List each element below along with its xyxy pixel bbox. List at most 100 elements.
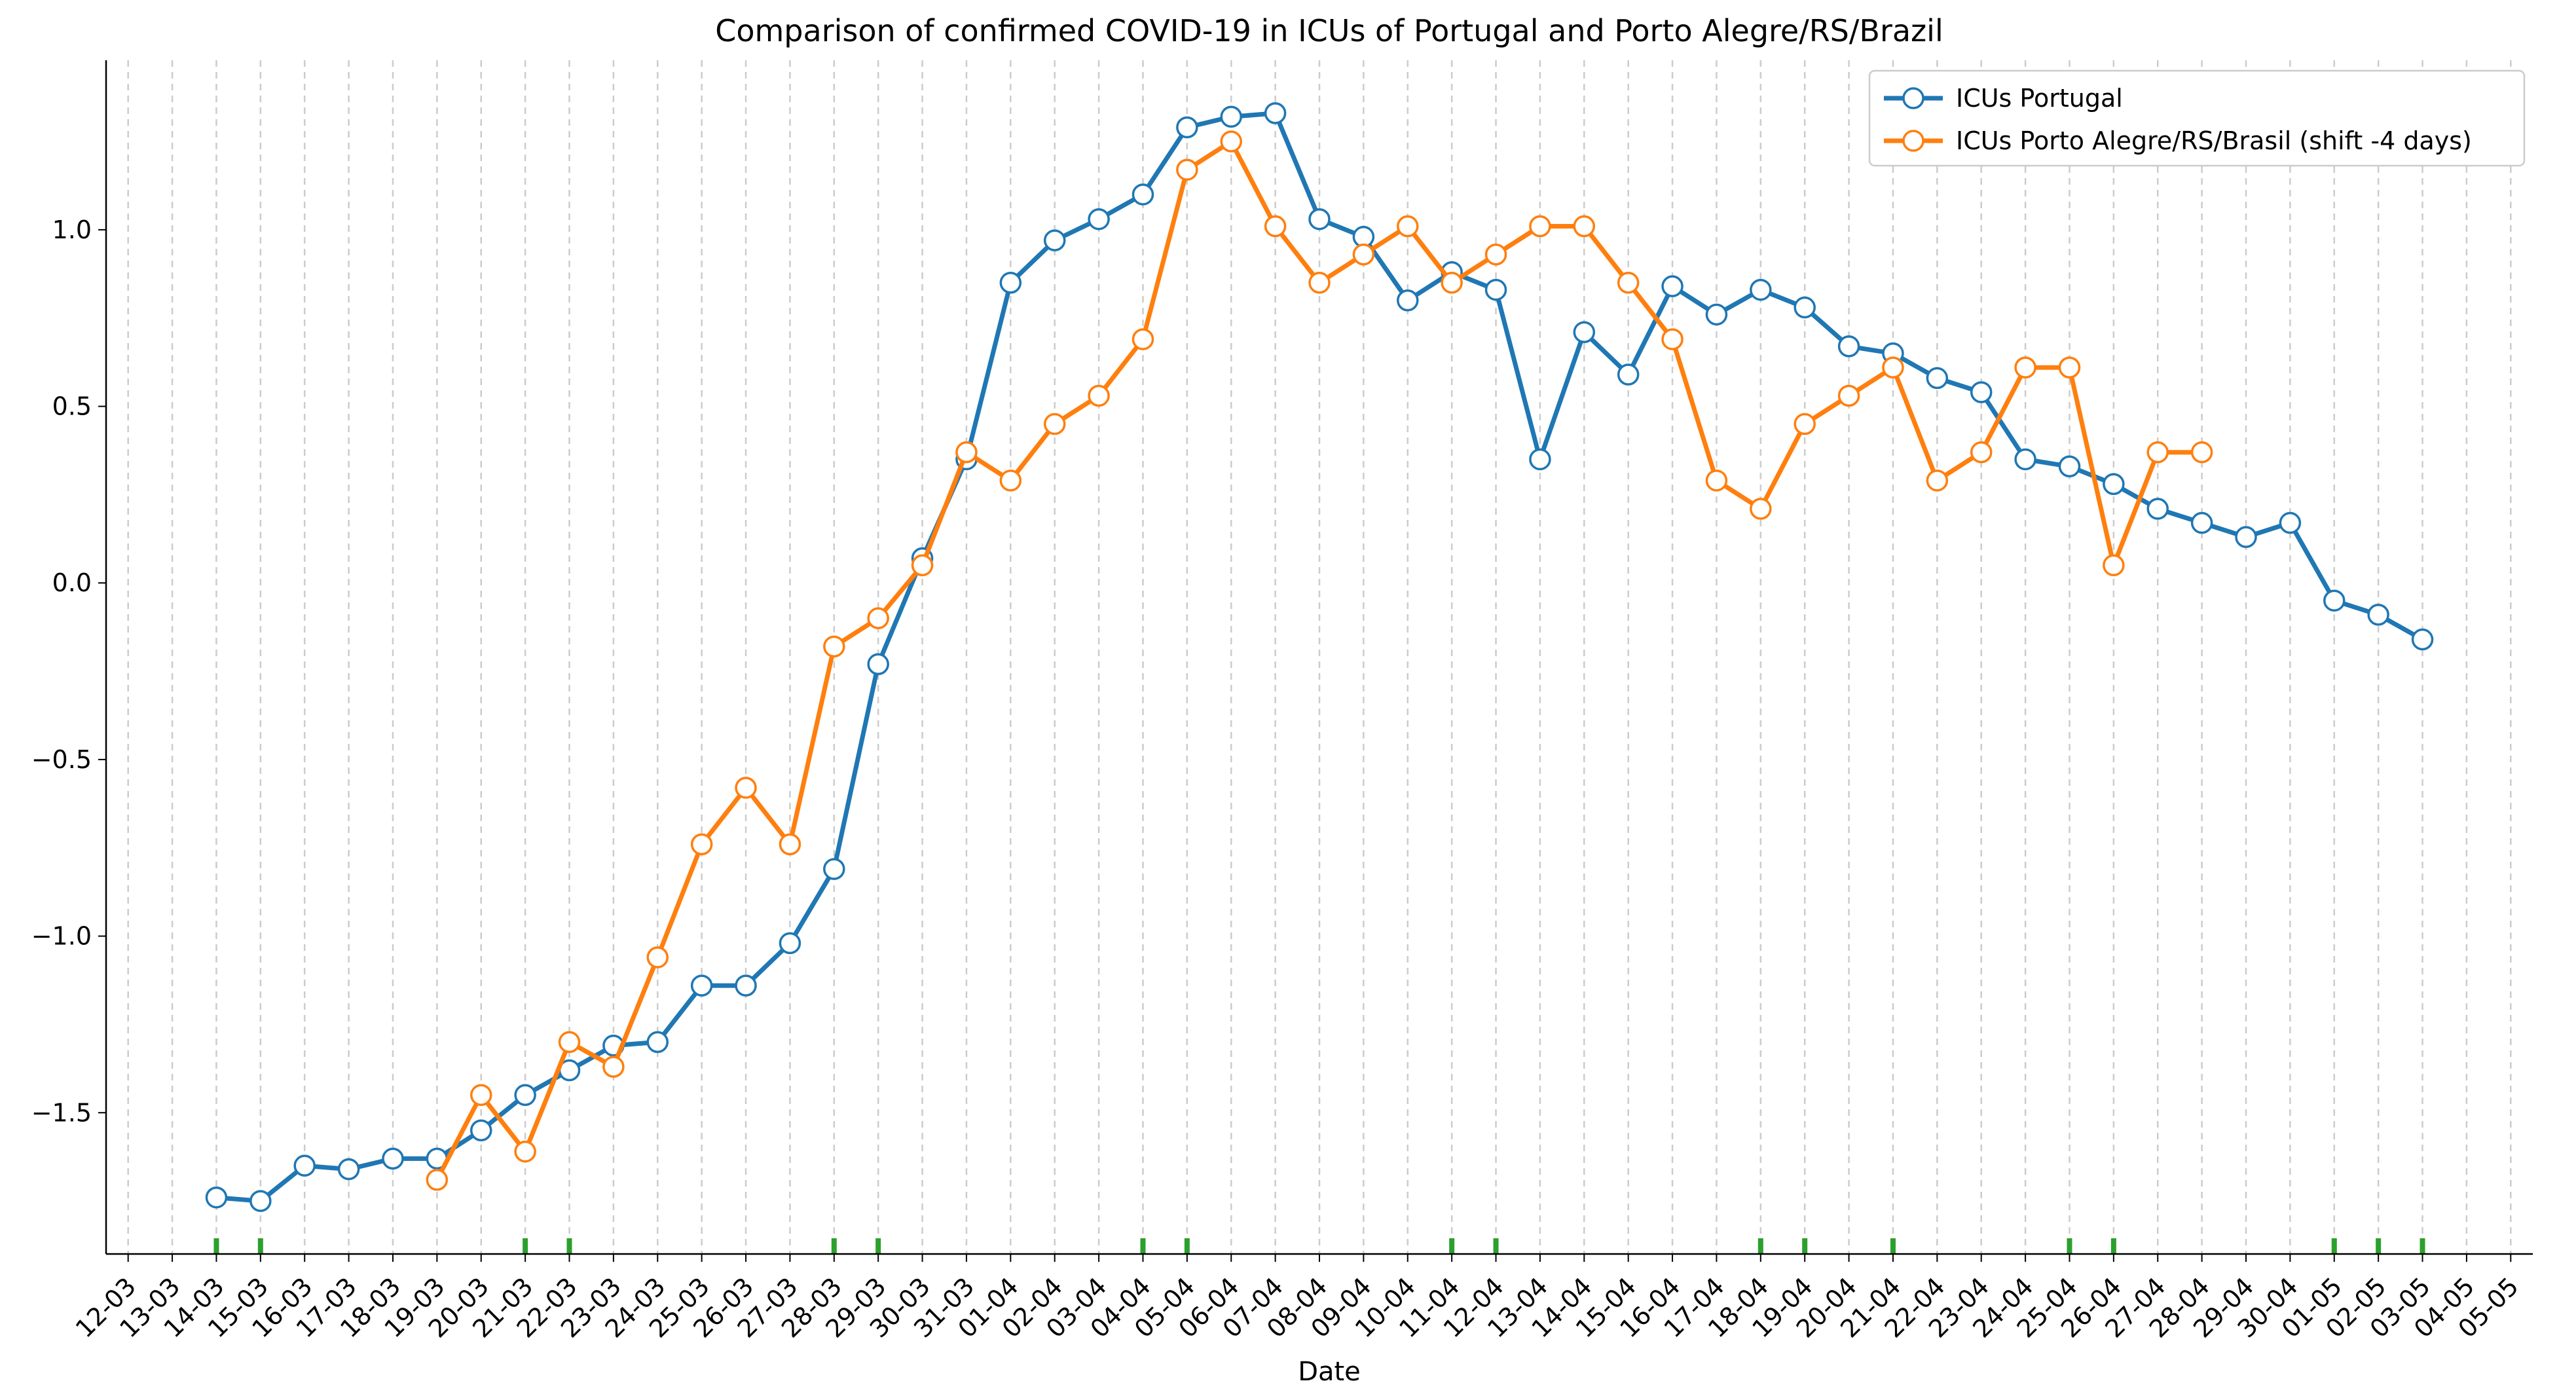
data-point xyxy=(1882,356,1904,378)
data-point xyxy=(1573,321,1596,344)
chart-title: Comparison of confirmed COVID-19 in ICUs… xyxy=(715,13,1943,48)
legend-label: ICUs Portugal xyxy=(1956,84,2123,113)
data-point xyxy=(1088,384,1110,407)
legend-marker xyxy=(1902,130,1924,152)
data-point xyxy=(1617,363,1640,386)
weekend-marker xyxy=(831,1238,837,1254)
data-point xyxy=(382,1147,404,1170)
data-point xyxy=(999,272,1022,294)
weekend-marker xyxy=(2110,1238,2116,1254)
data-point xyxy=(1176,158,1198,181)
data-point xyxy=(1750,498,1772,520)
data-point xyxy=(2367,604,2389,626)
data-point xyxy=(2411,628,2434,651)
data-point xyxy=(646,946,669,968)
data-point xyxy=(1970,381,1993,403)
legend-box xyxy=(1868,69,2526,167)
weekend-marker xyxy=(1493,1238,1499,1254)
data-point xyxy=(999,470,1022,492)
data-point xyxy=(2103,473,2125,495)
data-point xyxy=(1573,215,1596,238)
data-point xyxy=(249,1190,272,1212)
data-point xyxy=(867,653,889,676)
data-point xyxy=(293,1154,316,1177)
data-point xyxy=(1132,328,1154,350)
y-tick-label: −1.5 xyxy=(31,1098,92,1127)
weekend-marker xyxy=(1757,1238,1763,1254)
data-point xyxy=(1617,272,1640,294)
data-point xyxy=(1397,215,1419,238)
data-point xyxy=(735,974,757,997)
data-point xyxy=(1397,289,1419,312)
y-tick-label: 1.0 xyxy=(52,215,92,244)
data-point xyxy=(779,833,801,856)
weekend-marker xyxy=(1449,1238,1455,1254)
weekend-marker xyxy=(1140,1238,1146,1254)
data-point xyxy=(1308,208,1331,230)
weekend-marker xyxy=(2420,1238,2425,1254)
weekend-marker xyxy=(213,1238,219,1254)
legend-marker xyxy=(1902,87,1924,109)
data-point xyxy=(911,554,934,577)
data-point xyxy=(558,1031,581,1054)
data-point xyxy=(1705,470,1728,492)
data-point xyxy=(1837,335,1860,358)
y-tick-label: −1.0 xyxy=(31,922,92,951)
data-point xyxy=(1352,243,1375,266)
weekend-marker xyxy=(2376,1238,2382,1254)
data-point xyxy=(2235,526,2257,548)
data-point xyxy=(1220,130,1242,153)
data-point xyxy=(602,1056,625,1078)
data-point xyxy=(1661,275,1684,297)
weekend-marker xyxy=(1184,1238,1190,1254)
weekend-marker xyxy=(1802,1238,1808,1254)
data-point xyxy=(1794,413,1816,435)
data-point xyxy=(2146,498,2169,520)
data-point xyxy=(1441,272,1463,294)
data-point xyxy=(1970,441,1993,464)
data-point xyxy=(1264,102,1287,124)
data-point xyxy=(1837,384,1860,407)
data-point xyxy=(2146,441,2169,464)
x-axis-label: Date xyxy=(1298,1357,1361,1387)
data-point xyxy=(955,441,978,464)
x-axis-ticks: 12-0313-0314-0315-0316-0317-0318-0319-03… xyxy=(70,1254,2524,1343)
data-point xyxy=(1750,278,1772,301)
data-point xyxy=(2103,554,2125,577)
data-point xyxy=(779,932,801,955)
weekend-marker xyxy=(1890,1238,1896,1254)
weekend-marker xyxy=(2331,1238,2337,1254)
y-axis-ticks: −1.5 −1.0 −0.5 0.0 0.5 1.0 xyxy=(31,215,106,1127)
data-point xyxy=(1043,413,1066,435)
data-point xyxy=(2014,356,2036,378)
legend-label: ICUs Porto Alegre/RS/Brasil (shift -4 da… xyxy=(1956,126,2472,155)
data-point xyxy=(1043,229,1066,251)
data-point xyxy=(2058,455,2081,478)
series-2 xyxy=(426,130,2213,1191)
data-point xyxy=(1529,215,1551,238)
data-point xyxy=(1926,470,1949,492)
data-point xyxy=(867,607,889,629)
data-point xyxy=(823,635,845,658)
data-point xyxy=(1176,116,1198,139)
data-point xyxy=(205,1186,228,1209)
series-layer xyxy=(205,102,2434,1212)
data-point xyxy=(1926,367,1949,390)
data-point xyxy=(1220,105,1242,128)
data-point xyxy=(690,833,713,856)
data-point xyxy=(514,1140,536,1163)
data-point xyxy=(1661,328,1684,350)
data-point xyxy=(1705,303,1728,326)
data-point xyxy=(469,1084,492,1107)
data-point xyxy=(1132,183,1154,206)
weekend-marker xyxy=(875,1238,881,1254)
grid xyxy=(127,60,2512,1254)
weekend-marker xyxy=(257,1238,263,1254)
legend: ICUs Portugal ICUs Porto Alegre/RS/Brasil… xyxy=(1868,69,2526,167)
y-tick-label: 0.5 xyxy=(52,392,92,421)
data-point xyxy=(469,1119,492,1141)
data-point xyxy=(2279,511,2302,534)
data-point xyxy=(2014,448,2036,471)
data-point xyxy=(1088,208,1110,230)
